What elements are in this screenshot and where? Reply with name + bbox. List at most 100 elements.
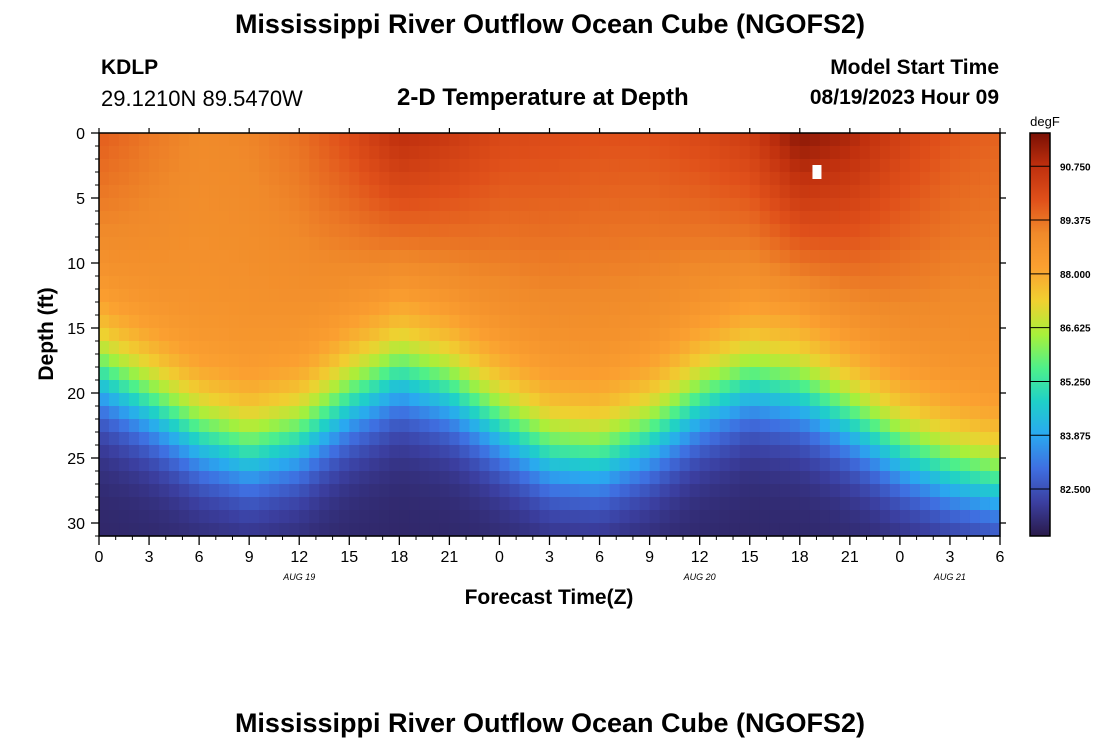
heatmap-cell [719,302,731,316]
heatmap-cell [309,289,320,303]
heatmap-cell [289,224,300,238]
heatmap-cell [589,263,601,277]
heatmap-cell [419,302,430,316]
heatmap-cell [309,523,320,537]
heatmap-cell [469,172,481,186]
heatmap-cell [149,172,160,186]
heatmap-cell [859,328,871,342]
heatmap-cell [519,510,531,524]
heatmap-cell [699,276,711,290]
heatmap-cell [849,341,861,355]
heatmap-cell [219,367,230,381]
heatmap-cell [809,224,821,238]
heatmap-cell [399,328,410,342]
heatmap-cell [639,250,651,264]
heatmap-cell [969,185,981,199]
y-tick-label: 5 [76,191,85,208]
heatmap-cell [469,211,481,225]
heatmap-cell [989,341,1001,355]
heatmap-cell [99,159,110,173]
heatmap-cell [329,445,340,459]
heatmap-cell [539,328,551,342]
heatmap-cell [679,367,691,381]
heatmap-cell [619,432,631,446]
heatmap-cell [479,484,491,498]
heatmap-cell [309,211,320,225]
heatmap-cell [749,185,761,199]
heatmap-cell [569,237,581,251]
heatmap-cell [919,276,931,290]
heatmap-cell [429,250,440,264]
heatmap-cell [349,133,360,147]
heatmap-cell [789,393,801,407]
heatmap-cell [369,367,380,381]
heatmap-cell [329,380,340,394]
heatmap-cell [499,263,511,277]
heatmap-cell [869,510,881,524]
heatmap-cell [679,172,691,186]
heatmap-cell [809,380,821,394]
heatmap-cell [979,419,991,433]
heatmap-cell [279,289,290,303]
heatmap-cell [549,380,561,394]
heatmap-cell [99,458,110,472]
heatmap-cell [829,133,841,147]
heatmap-cell [709,185,721,199]
heatmap-cell [529,133,541,147]
heatmap-cell [309,250,320,264]
heatmap-cell [819,159,831,173]
heatmap-cell [439,471,450,485]
heatmap-cell [709,276,721,290]
heatmap-cell [99,445,110,459]
heatmap-cell [919,237,931,251]
heatmap-cell [719,185,731,199]
heatmap-cell [459,237,471,251]
heatmap-cell [899,289,911,303]
heatmap-cell [349,393,360,407]
heatmap-cell [369,315,380,329]
heatmap-cell [979,198,991,212]
heatmap-cell [489,354,501,368]
heatmap-cell [589,380,601,394]
heatmap-cell [619,146,631,160]
heatmap-cell [509,146,521,160]
heatmap-cell [319,289,330,303]
heatmap-cell [969,380,981,394]
x-tick-label: 6 [195,549,204,566]
heatmap-cell [589,237,601,251]
heatmap-cell [859,523,871,537]
heatmap-cell [799,497,811,511]
heatmap-cell [339,159,350,173]
heatmap-cell [769,224,781,238]
heatmap-cell [549,393,561,407]
heatmap-cell [119,185,130,199]
heatmap-cell [349,302,360,316]
heatmap-cell [669,250,681,264]
heatmap-cell [669,367,681,381]
heatmap-cell [749,328,761,342]
heatmap-cell [329,198,340,212]
heatmap-cell [229,380,240,394]
heatmap-cell [359,315,370,329]
x-tick-label: 0 [895,549,904,566]
heatmap-cell [659,471,671,485]
heatmap-cell [579,237,591,251]
heatmap-cell [789,419,801,433]
heatmap-cell [919,146,931,160]
heatmap-cell [429,198,440,212]
heatmap-cell [539,237,551,251]
heatmap-cell [229,419,240,433]
heatmap-cell [879,471,891,485]
heatmap-cell [279,133,290,147]
heatmap-cell [219,393,230,407]
heatmap-cell [309,432,320,446]
heatmap-cell [709,367,721,381]
heatmap-cell [329,367,340,381]
heatmap-cell [129,432,140,446]
heatmap-cell [229,198,240,212]
heatmap-cell [889,172,901,186]
heatmap-cell [439,185,450,199]
heatmap-cell [939,354,951,368]
heatmap-cell [229,302,240,316]
heatmap-cell [179,510,190,524]
